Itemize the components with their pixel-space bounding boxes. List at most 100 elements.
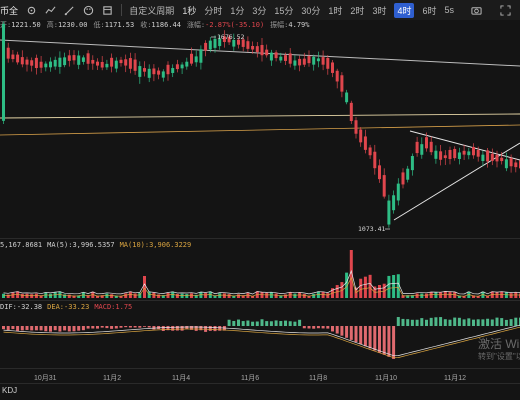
draw-icon[interactable] bbox=[64, 4, 75, 17]
candle-body bbox=[227, 36, 231, 43]
candle-body bbox=[25, 59, 29, 65]
period-1h[interactable]: 1时 bbox=[328, 5, 343, 16]
period-2h[interactable]: 2时 bbox=[350, 5, 365, 16]
x-tick: 11月2 bbox=[103, 374, 121, 382]
volume-bar bbox=[11, 292, 15, 298]
macd-dif-line bbox=[3, 324, 520, 357]
candle-body bbox=[53, 59, 57, 67]
candle-body bbox=[429, 141, 433, 153]
period-timeline[interactable]: 分时 bbox=[204, 5, 223, 16]
camera-icon[interactable] bbox=[470, 4, 483, 17]
palette-icon[interactable] bbox=[83, 4, 94, 17]
period-custom[interactable]: 自定义周期 bbox=[129, 5, 175, 16]
amplitude-label: 振幅: bbox=[270, 21, 289, 29]
template-icon[interactable] bbox=[102, 4, 113, 17]
volume-bar bbox=[190, 293, 193, 298]
volume-value: 5,167.8681 bbox=[0, 241, 43, 249]
trendline-upper[interactable] bbox=[0, 39, 520, 67]
candle-body bbox=[406, 168, 410, 180]
macd-bar bbox=[16, 326, 20, 331]
macd-bar bbox=[251, 321, 255, 326]
macd-bar bbox=[472, 319, 475, 326]
volume-bar bbox=[34, 293, 38, 298]
period-30m[interactable]: 30分 bbox=[301, 5, 321, 16]
volume-bar bbox=[6, 294, 10, 298]
macd-bar bbox=[387, 326, 391, 357]
kdj-indicator-label[interactable]: KDJ bbox=[2, 386, 18, 395]
trendline-horizontal[interactable] bbox=[0, 113, 520, 119]
candle-body bbox=[321, 57, 325, 65]
trendline-ma[interactable] bbox=[0, 124, 520, 136]
candle-body bbox=[199, 49, 203, 63]
macd-bar bbox=[406, 319, 410, 326]
volume-bar bbox=[387, 275, 391, 298]
macd-bar bbox=[293, 321, 297, 326]
period-6h[interactable]: 6时 bbox=[422, 5, 437, 16]
macd-bar bbox=[340, 326, 344, 336]
candle-body bbox=[316, 58, 320, 62]
period-1m[interactable]: 1分 bbox=[230, 5, 245, 16]
candle-body bbox=[368, 147, 372, 156]
volume-bar bbox=[429, 292, 433, 298]
macd-bar bbox=[274, 320, 278, 326]
change-label: 涨幅: bbox=[186, 21, 206, 29]
macd-bar bbox=[331, 326, 334, 332]
macd-bar bbox=[443, 319, 447, 326]
toolbar-divider bbox=[120, 4, 122, 16]
volume-bar bbox=[472, 295, 475, 298]
candle-body bbox=[340, 75, 344, 92]
indicator-icon[interactable] bbox=[45, 4, 56, 17]
volume-bar bbox=[307, 295, 311, 298]
candle-body bbox=[147, 68, 151, 78]
interval-5s[interactable]: 5s bbox=[444, 5, 454, 15]
candle-body bbox=[58, 57, 62, 67]
candle-body bbox=[208, 40, 212, 50]
symbol-name[interactable]: 币全球站 bbox=[0, 5, 18, 16]
volume-bar bbox=[349, 250, 353, 298]
period-4h[interactable]: 4时 bbox=[394, 2, 415, 18]
candle-body bbox=[373, 151, 377, 169]
candle-body bbox=[457, 152, 461, 159]
volume-bar bbox=[124, 293, 128, 298]
period-1s[interactable]: 1秒 bbox=[182, 5, 197, 16]
triangle-lower[interactable] bbox=[393, 142, 520, 221]
candle-body bbox=[105, 63, 109, 68]
period-15m[interactable]: 15分 bbox=[274, 5, 294, 16]
fullscreen-icon[interactable] bbox=[499, 4, 512, 17]
candle-body bbox=[504, 159, 508, 169]
macd-bar bbox=[237, 319, 240, 326]
macd-bar bbox=[481, 319, 485, 326]
macd-bar bbox=[509, 319, 513, 326]
volume-bar bbox=[486, 295, 490, 298]
volume-bar bbox=[25, 293, 29, 298]
macd-bar bbox=[255, 321, 259, 326]
macd-bar bbox=[298, 319, 302, 326]
volume-bar bbox=[161, 295, 165, 298]
macd-bar bbox=[100, 326, 104, 328]
candle-body bbox=[392, 195, 396, 211]
macd-bar bbox=[180, 326, 184, 331]
macd-bar bbox=[49, 326, 52, 332]
macd-dea: DEA:-33.23 bbox=[47, 303, 90, 311]
open-value: 1221.50 bbox=[11, 21, 41, 29]
macd-bar bbox=[420, 318, 424, 326]
volume-bar bbox=[237, 294, 240, 298]
macd-bar bbox=[25, 326, 29, 330]
macd-bar bbox=[133, 326, 137, 328]
period-3h[interactable]: 3时 bbox=[372, 5, 387, 16]
candle-body bbox=[34, 57, 38, 69]
candle-body bbox=[171, 68, 175, 73]
settings-icon[interactable] bbox=[26, 4, 37, 17]
macd-dif: DIF:-32.38 bbox=[0, 303, 43, 311]
macd-bar bbox=[30, 326, 34, 331]
candle-body bbox=[274, 52, 278, 59]
volume-ma5-line bbox=[3, 269, 520, 295]
volume-bar bbox=[363, 276, 367, 298]
candle-body bbox=[100, 61, 104, 68]
volume-bar bbox=[67, 294, 71, 298]
volume-bar bbox=[138, 292, 142, 298]
period-3m[interactable]: 3分 bbox=[252, 5, 267, 16]
macd-bar bbox=[11, 326, 15, 330]
macd-bar bbox=[208, 326, 212, 331]
